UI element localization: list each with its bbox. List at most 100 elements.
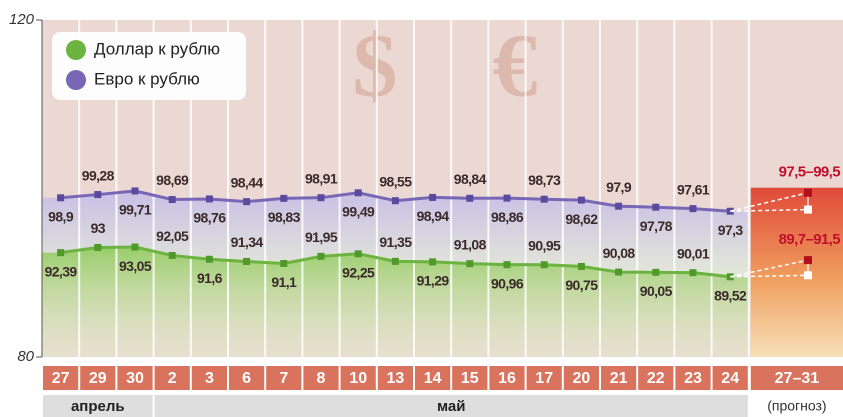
x-tick-label: 29: [89, 370, 107, 387]
value-label: 91,35: [379, 234, 412, 250]
value-label: 98,86: [491, 209, 524, 225]
data-point: [206, 256, 213, 263]
month-label: апрель: [71, 398, 125, 415]
value-label: 89,52: [714, 287, 747, 303]
data-point: [578, 263, 585, 270]
forecast-high: [804, 189, 812, 197]
value-label: 97,61: [677, 181, 710, 197]
legend-label: Евро к рублю: [94, 69, 200, 88]
value-label: 91,29: [417, 273, 450, 289]
value-label: 98,84: [454, 171, 487, 187]
data-point: [578, 197, 585, 204]
forecast-area: [751, 188, 843, 357]
value-label: 90,08: [603, 245, 636, 261]
x-tick-label: 23: [684, 370, 702, 387]
chart: $ € 8012092,399393,0592,0591,691,3491,19…: [0, 0, 843, 417]
value-label: 98,94: [417, 208, 450, 224]
value-label: 90,95: [528, 237, 561, 253]
data-point: [57, 194, 64, 201]
x-tick-label: 16: [498, 370, 516, 387]
value-label: 90,05: [640, 283, 673, 299]
y-tick-label: 80: [17, 348, 34, 365]
value-label: 93,05: [119, 258, 152, 274]
data-point: [615, 269, 622, 276]
forecast-high: [804, 256, 812, 264]
value-label: 91,08: [454, 236, 487, 252]
value-label: 90,96: [491, 275, 524, 291]
value-label: 99,49: [342, 203, 375, 219]
value-label: 97,78: [640, 218, 673, 234]
data-point: [504, 195, 511, 202]
value-label: 92,25: [342, 264, 375, 280]
value-label: 98,76: [193, 210, 226, 226]
data-point: [206, 195, 213, 202]
data-point: [57, 249, 64, 256]
value-label: 92,39: [45, 263, 78, 279]
x-tick-label: 30: [126, 370, 144, 387]
value-label: 97,3: [718, 222, 744, 238]
forecast-low: [804, 206, 812, 214]
data-point: [392, 197, 399, 204]
data-point: [169, 252, 176, 259]
dollar-decoration: $: [353, 17, 398, 116]
forecast-label: 89,7–91,5: [779, 231, 841, 248]
data-point: [94, 191, 101, 198]
data-point: [318, 194, 325, 201]
data-point: [541, 196, 548, 203]
x-tick-label: 27: [52, 370, 70, 387]
data-point: [243, 198, 250, 205]
data-point: [504, 261, 511, 268]
data-point: [690, 205, 697, 212]
x-tick-label: 7: [279, 370, 288, 387]
data-point: [429, 194, 436, 201]
data-point: [466, 260, 473, 267]
data-point: [355, 189, 362, 196]
value-label: 97,9: [606, 179, 632, 195]
forecast-note: (прогноз): [767, 398, 826, 414]
value-label: 93: [91, 220, 106, 236]
value-label: 90,01: [677, 245, 710, 261]
value-label: 91,1: [271, 274, 297, 290]
value-label: 98,44: [231, 174, 264, 190]
value-label: 98,73: [528, 172, 561, 188]
data-point: [132, 187, 139, 194]
data-point: [355, 250, 362, 257]
x-tick-label: 2: [168, 370, 177, 387]
legend-marker: [66, 70, 86, 90]
x-tick-label: 15: [461, 370, 479, 387]
legend-marker: [66, 40, 86, 60]
y-tick-label: 120: [9, 11, 35, 28]
value-label: 98,69: [156, 172, 189, 188]
value-label: 91,34: [231, 234, 264, 250]
euro-decoration: €: [493, 17, 538, 116]
data-point: [132, 244, 139, 251]
data-point: [466, 195, 473, 202]
x-tick-label: 21: [610, 370, 628, 387]
data-point: [541, 261, 548, 268]
x-tick-label: 24: [721, 370, 739, 387]
data-point: [615, 203, 622, 210]
value-label: 90,75: [565, 277, 598, 293]
data-point: [652, 204, 659, 211]
data-point: [690, 269, 697, 276]
x-tick-label: 10: [349, 370, 367, 387]
forecast-label: 97,5–99,5: [779, 164, 841, 181]
forecast-low: [804, 271, 812, 279]
value-label: 98,55: [379, 173, 412, 189]
data-point: [318, 253, 325, 260]
data-point: [280, 260, 287, 267]
x-tick-label: 13: [387, 370, 405, 387]
value-label: 99,28: [82, 167, 115, 183]
x-tick-label: 17: [535, 370, 553, 387]
legend-label: Доллар к рублю: [94, 39, 220, 58]
data-point: [392, 258, 399, 265]
value-label: 98,9: [48, 208, 74, 224]
data-point: [243, 258, 250, 265]
data-point: [94, 244, 101, 251]
value-label: 98,83: [268, 209, 301, 225]
data-point: [429, 258, 436, 265]
month-label: май: [437, 398, 465, 415]
x-tick-label: 22: [647, 370, 665, 387]
data-point: [652, 269, 659, 276]
value-label: 99,71: [119, 202, 152, 218]
